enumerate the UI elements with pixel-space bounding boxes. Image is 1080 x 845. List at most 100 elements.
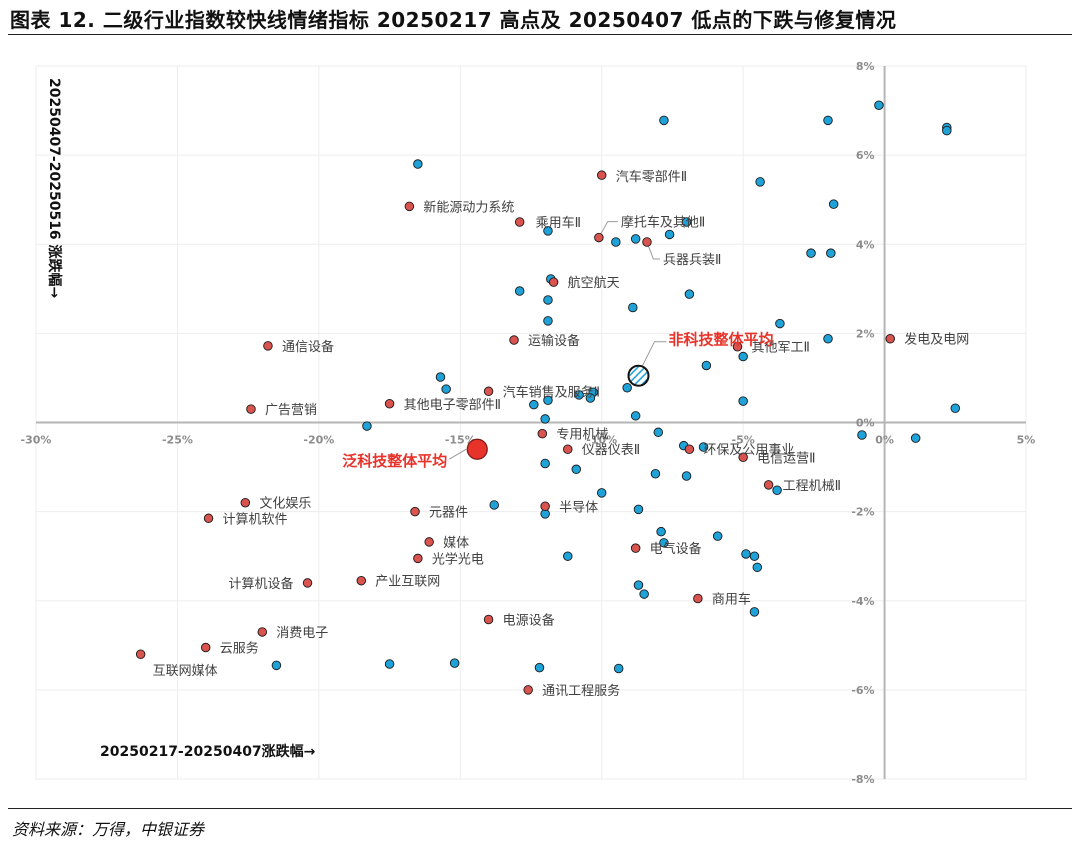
nontech-point <box>543 295 553 305</box>
point-label: 乘用车Ⅱ <box>536 215 581 231</box>
tech-point <box>413 553 423 564</box>
x-tick-label: -20% <box>303 434 334 447</box>
label-leader <box>646 241 660 260</box>
point-label: 电源设备 <box>503 612 555 628</box>
tech-point <box>885 333 895 344</box>
nontech-point <box>449 658 460 668</box>
nontech-point <box>659 538 669 548</box>
tech-point <box>684 444 695 454</box>
nontech-point <box>752 562 763 573</box>
x-tick-label: -30% <box>21 434 52 447</box>
nontech-point <box>543 316 553 326</box>
nontech-point <box>628 302 638 313</box>
x-axis-title: 20250217-20250407涨跌幅→ <box>100 743 316 760</box>
point-label: 计算机设备 <box>229 576 294 592</box>
nontech-point <box>639 589 649 599</box>
tech-point <box>763 480 774 490</box>
x-tick-label: -5% <box>732 434 755 447</box>
point-label: 专用机械 <box>556 428 608 443</box>
nontech-point <box>571 464 582 475</box>
nontech-point <box>441 384 451 394</box>
point-label: 环保及公用事业 <box>703 443 794 458</box>
x-tick-label: -15% <box>445 434 476 447</box>
tech-average-label: 泛科技整体平均 <box>342 452 447 470</box>
nontech-point <box>656 526 666 537</box>
x-tick-label: 0% <box>875 434 894 447</box>
tech-point <box>424 537 434 547</box>
tech-point <box>200 642 211 653</box>
tech-point <box>257 627 268 637</box>
point-label: 电信运营Ⅱ <box>757 451 815 466</box>
nontech-point <box>633 580 644 590</box>
label-leader <box>598 221 618 238</box>
nontech-point <box>650 468 661 479</box>
y-tick-label: -4% <box>851 595 874 608</box>
nontech-point <box>738 351 748 362</box>
point-label: 其他电子零部件Ⅱ <box>404 398 501 413</box>
point-label: 商用车 <box>712 592 751 608</box>
tech-point <box>410 506 420 517</box>
nontech-point <box>543 226 553 236</box>
point-label: 产业互联网 <box>375 575 440 590</box>
point-label: 广告营销 <box>265 403 317 418</box>
nontech-point <box>630 411 641 421</box>
nontech-point <box>942 125 952 136</box>
nontech-point <box>701 360 712 371</box>
page-title: 图表 12. 二级行业指数较快线情绪指标 20250217 高点及 202504… <box>10 8 897 32</box>
nontech-average-marker <box>627 364 650 387</box>
top-rule <box>8 34 1072 35</box>
tech-point <box>302 578 313 588</box>
tech-point <box>630 543 641 553</box>
y-axis-title: 20250407-20250516 涨跌幅→ <box>46 78 63 299</box>
axes <box>36 66 1026 779</box>
leader-lines <box>598 221 660 260</box>
tech-point <box>738 452 748 463</box>
tech-point <box>404 201 415 212</box>
tech-point <box>240 497 251 508</box>
label-leader <box>449 448 467 460</box>
point-label: 通信设备 <box>282 339 334 355</box>
nontech-point <box>384 659 395 669</box>
point-label: 新能源动力系统 <box>423 199 514 215</box>
nontech-average-label: 非科技整体平均 <box>668 331 773 349</box>
point-label: 计算机软件 <box>223 512 288 527</box>
x-tick-label: -25% <box>162 434 193 447</box>
nontech-point <box>874 100 884 110</box>
nontech-point <box>611 237 621 247</box>
nontech-point <box>435 372 446 382</box>
nontech-point <box>910 433 921 443</box>
nontech-point <box>749 607 760 617</box>
nontech-point <box>823 115 833 126</box>
y-tick-label: 2% <box>856 327 875 340</box>
nontech-point <box>823 333 833 344</box>
nontech-point <box>828 199 839 209</box>
point-label: 运输设备 <box>528 333 580 349</box>
nontech-point <box>362 421 372 431</box>
label-leader <box>642 341 667 366</box>
nontech-point <box>563 551 573 561</box>
y-tick-label: -2% <box>851 506 874 519</box>
tech-point <box>596 170 607 180</box>
nontech-point <box>749 551 760 561</box>
y-tick-label: 0% <box>856 417 875 430</box>
nontech-point <box>684 289 695 299</box>
point-label: 仪器仪表Ⅱ <box>582 443 640 458</box>
nontech-point <box>664 229 675 240</box>
point-label: 通讯工程服务 <box>542 683 620 699</box>
tech-point <box>548 277 559 287</box>
point-label: 其他军工Ⅱ <box>751 341 809 356</box>
tech-point <box>563 444 573 454</box>
point-label: 汽车销售及服务Ⅱ <box>503 384 600 400</box>
tech-point <box>537 428 548 439</box>
tech-point <box>356 575 367 586</box>
tech-average-marker <box>466 438 488 460</box>
nontech-point <box>857 430 867 440</box>
nontech-point <box>826 248 836 258</box>
nontech-point <box>698 442 709 452</box>
nontech-point <box>413 159 423 169</box>
point-label: 媒体 <box>443 536 469 551</box>
x-tick-label: -10% <box>586 434 617 447</box>
point-label: 消费电子 <box>276 626 328 641</box>
nontech-point <box>489 500 499 510</box>
